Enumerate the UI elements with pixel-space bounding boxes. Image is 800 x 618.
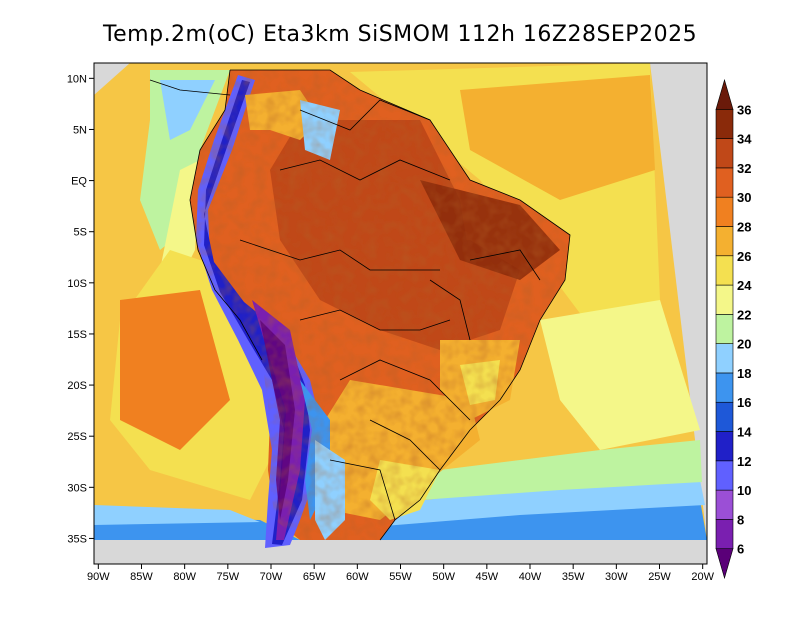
colorbar-min-triangle [715,548,734,580]
temperature-field [94,63,707,564]
x-tick-label: 60W [346,571,369,583]
y-tick-label: 5N [73,124,87,136]
colorbar-label: 8 [737,512,744,527]
colorbar-swatch [715,108,734,139]
colorbar-swatch [715,196,734,227]
x-tick-label: 25W [648,571,671,583]
colorbar-label: 24 [737,278,752,293]
colorbar-label: 30 [737,190,751,205]
colorbar-swatch [715,167,734,198]
colorbar-label: 32 [737,161,751,176]
x-tick-label: 75W [217,571,240,583]
pacific-cool-tongue [140,70,230,250]
y-tick-label: 15S [67,329,87,341]
colorbar-swatch [715,314,734,344]
colorbar-swatch [715,343,734,374]
colorbar-swatch [715,401,734,432]
y-tick-label: 20S [67,380,87,392]
y-tick-label: 30S [67,482,87,494]
colorbar-swatch [715,284,734,315]
colorbar-label: 36 [737,102,751,117]
x-tick-label: 35W [562,571,585,583]
colorbar-swatch [715,519,734,550]
colorbar-swatch [715,372,734,403]
colorbar-swatch [715,489,734,520]
longitude-axis: 90W 85W 80W 75W 70W 65W 60W 55W 50W 45W 40W 35W 30W 2… [87,564,715,583]
colorbar-label: 10 [737,483,751,498]
x-tick-label: 55W [389,571,412,583]
temperature-colorbar: 6 8 10 12 14 16 18 20 22 24 26 28 30 32 34 36 [715,78,752,580]
x-tick-label: 90W [87,571,110,583]
political-borders [149,69,571,541]
y-tick-label: 10S [67,278,87,290]
colorbar-swatch [715,431,734,462]
y-tick-label: EQ [71,176,87,188]
y-tick-label: 10N [67,73,87,85]
x-tick-label: 40W [519,571,542,583]
y-tick-label: 5S [74,227,87,239]
colorbar-label: 14 [737,425,752,440]
colorbar-swatch [715,255,734,286]
colorbar-swatch [715,460,734,491]
colorbar-label: 20 [737,337,751,352]
colorbar-label: 22 [737,307,751,322]
colorbar-swatch [715,138,734,169]
x-tick-label: 50W [432,571,455,583]
latitude-axis: 10N 5N EQ 5S 10S 15S 20S 25S 30S 35S [67,73,94,545]
x-tick-label: 80W [173,571,196,583]
colorbar-swatch [715,226,734,257]
colorbar-label: 12 [737,454,751,469]
x-tick-label: 20W [691,571,714,583]
x-tick-label: 30W [605,571,628,583]
colorbar-label: 26 [737,249,751,264]
y-tick-label: 25S [67,431,87,443]
colorbar-max-triangle [715,78,734,110]
colorbar-label: 16 [737,395,751,410]
colorbar-label: 6 [737,542,744,557]
y-tick-label: 35S [67,533,87,545]
x-tick-label: 65W [303,571,326,583]
x-tick-label: 85W [130,571,153,583]
colorbar-label: 18 [737,366,751,381]
colorbar-label: 28 [737,219,751,234]
x-tick-label: 70W [260,571,283,583]
x-tick-label: 45W [476,571,499,583]
map-title: Temp.2m(oC) Eta3km SiSMOM 112h 16Z28SEP2… [102,22,697,47]
colorbar-label: 34 [737,132,752,147]
